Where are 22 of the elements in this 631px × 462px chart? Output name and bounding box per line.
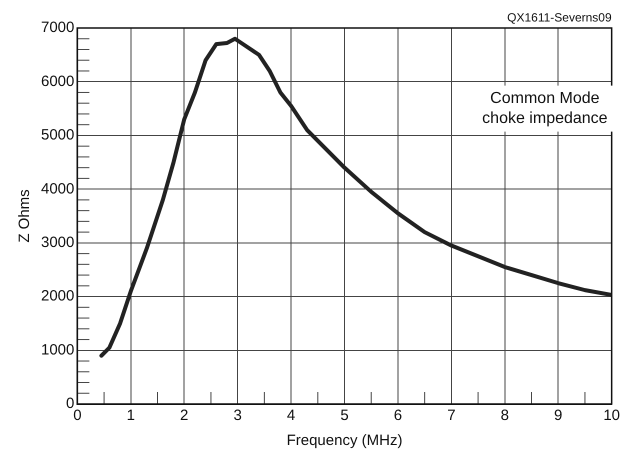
y-tick-label: 1000 — [40, 341, 74, 358]
x-tick-label: 10 — [603, 407, 620, 424]
y-tick-label: 6000 — [40, 72, 74, 90]
x-tick-label: 2 — [180, 407, 188, 424]
y-tick-label: 4000 — [40, 180, 74, 198]
annotation: Common Mode choke impedance — [482, 90, 608, 127]
x-tick-label: 5 — [340, 407, 349, 424]
y-tick-label: 5000 — [40, 126, 74, 144]
y-tick-label: 3000 — [40, 234, 74, 251]
x-axis-title: Frequency (MHz) — [286, 432, 402, 450]
x-tick-label: 8 — [500, 407, 509, 424]
x-tick-label: 4 — [286, 407, 296, 424]
y-tick-label: 7000 — [40, 19, 74, 36]
y-axis-title: Z Ohms — [16, 189, 34, 243]
y-tick-label: 0 — [66, 395, 74, 412]
x-tick-label: 3 — [233, 407, 242, 424]
text: QX1611-Severns09 — [507, 10, 612, 24]
x-tick-label: 1 — [126, 407, 135, 424]
y-tick-label: 2000 — [40, 288, 74, 305]
x-tick-label: 9 — [554, 407, 562, 424]
x-tick-label: 7 — [447, 407, 456, 424]
x-tick-label: 6 — [394, 407, 402, 424]
